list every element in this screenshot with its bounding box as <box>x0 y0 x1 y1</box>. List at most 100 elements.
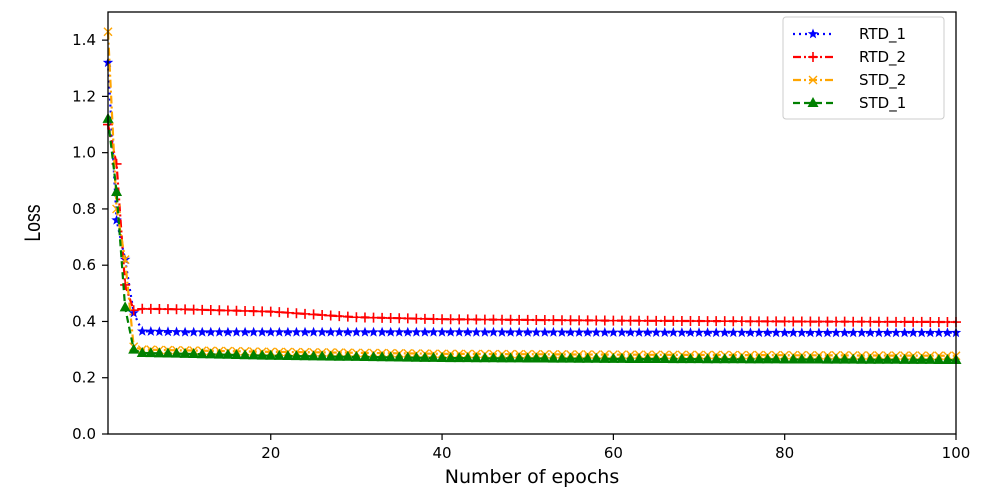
data-point <box>719 327 730 338</box>
data-point <box>316 326 328 337</box>
data-point <box>807 28 819 39</box>
data-point <box>282 307 293 318</box>
data-point <box>488 326 499 337</box>
data-point <box>154 326 165 337</box>
data-point <box>779 353 791 364</box>
data-point <box>410 351 422 362</box>
data-point <box>342 326 354 337</box>
data-point <box>162 326 174 337</box>
data-point <box>300 308 311 319</box>
data-point <box>188 326 199 337</box>
data-point <box>402 313 413 324</box>
data-point <box>214 305 225 316</box>
data-point <box>402 326 413 337</box>
data-point <box>239 349 251 360</box>
data-point <box>427 351 439 362</box>
data-point <box>727 353 739 364</box>
data-point <box>736 353 748 364</box>
data-point <box>762 316 773 327</box>
data-point <box>582 352 594 363</box>
data-point <box>650 353 662 364</box>
x-tick-label: 40 <box>433 444 452 462</box>
data-point <box>924 353 936 364</box>
data-point <box>873 353 885 364</box>
data-point <box>257 326 268 337</box>
data-point <box>873 327 885 338</box>
data-point <box>479 326 491 337</box>
data-point <box>839 353 851 364</box>
data-point <box>119 301 131 312</box>
data-point <box>402 351 414 362</box>
data-point <box>839 327 850 338</box>
data-point <box>565 326 576 337</box>
data-point <box>385 351 397 362</box>
data-point <box>145 326 157 336</box>
data-point <box>248 349 260 360</box>
data-point <box>205 326 216 337</box>
data-point <box>368 351 380 362</box>
data-point <box>453 352 465 363</box>
data-point <box>454 326 465 337</box>
data-point <box>736 327 748 338</box>
data-point <box>916 327 927 338</box>
data-point <box>607 352 619 363</box>
data-point <box>556 326 568 337</box>
data-point <box>505 326 516 337</box>
data-point <box>599 315 610 326</box>
data-point <box>710 353 722 364</box>
data-point <box>805 327 816 338</box>
data-point <box>531 314 542 325</box>
data-point <box>479 352 491 363</box>
data-point <box>197 326 208 337</box>
legend-box <box>782 16 945 120</box>
data-point <box>796 353 808 364</box>
data-point <box>822 316 833 327</box>
data-point <box>265 306 276 317</box>
data-point <box>274 307 285 318</box>
data-point <box>702 327 713 337</box>
data-point <box>487 352 499 363</box>
data-point <box>179 347 191 358</box>
data-point <box>753 316 764 327</box>
data-point <box>847 353 859 364</box>
y-tick-label: 0.4 <box>72 312 96 330</box>
data-point <box>240 305 251 316</box>
data-point <box>325 310 336 321</box>
data-point <box>222 348 234 359</box>
data-point <box>239 326 251 337</box>
series-rtd-1 <box>102 57 962 338</box>
data-point <box>454 314 465 325</box>
data-point <box>368 312 379 323</box>
data-point <box>591 326 602 337</box>
data-point <box>873 316 884 327</box>
data-point <box>334 311 345 322</box>
data-point <box>693 353 705 364</box>
data-point <box>899 327 910 338</box>
x-tick-label: 60 <box>604 444 623 462</box>
data-point <box>290 350 302 361</box>
data-point <box>470 352 482 363</box>
data-point <box>899 353 911 364</box>
data-point <box>179 326 191 337</box>
data-point <box>702 316 713 327</box>
data-point <box>933 316 944 327</box>
data-point <box>788 327 799 338</box>
plot-frame <box>107 11 957 435</box>
data-point <box>573 352 585 363</box>
data-point <box>822 353 834 364</box>
data-point <box>196 348 208 359</box>
data-point <box>428 314 439 325</box>
data-point <box>865 327 876 338</box>
data-point <box>848 316 859 327</box>
data-point <box>513 326 525 337</box>
data-point <box>188 304 199 315</box>
data-point <box>659 315 670 326</box>
data-point <box>779 316 790 327</box>
data-point <box>882 327 893 338</box>
data-point <box>436 326 448 337</box>
data-point <box>808 75 818 85</box>
data-point <box>753 327 765 338</box>
data-point <box>111 186 123 197</box>
data-point <box>651 315 662 326</box>
series-line <box>106 118 956 362</box>
